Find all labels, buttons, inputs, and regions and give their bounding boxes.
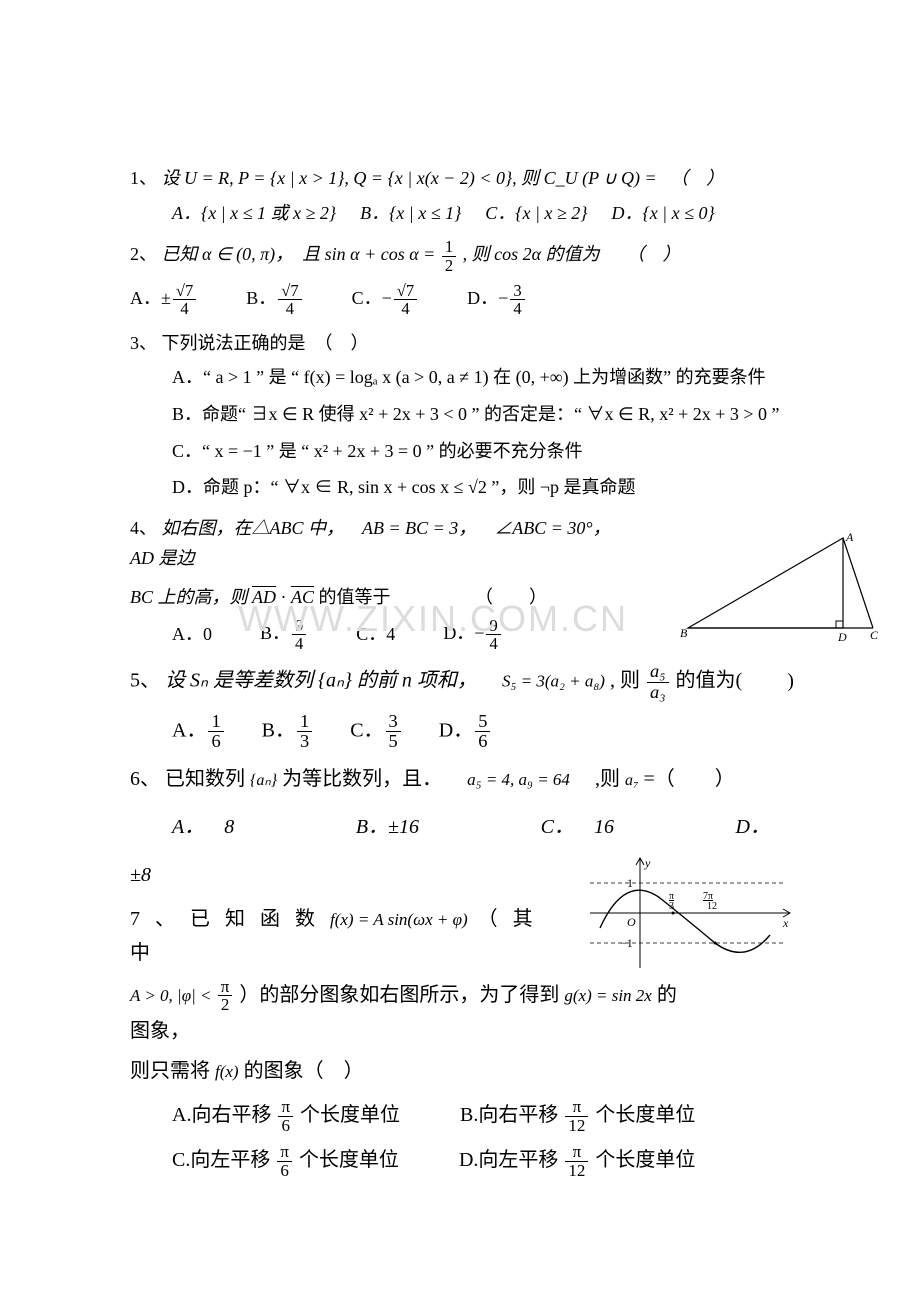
q2-opt-b: B．√74 <box>246 282 303 318</box>
q2-opt-d: D．−34 <box>467 282 526 318</box>
q6-opt-a: A． 8 <box>172 810 234 844</box>
q1-opt-c: C．{x | x ≥ 2} <box>485 198 587 229</box>
triangle-figure: A B C D <box>678 533 878 643</box>
q1-num: 1、 <box>130 168 157 188</box>
q7-opt-a: A.向右平移 π6 个长度单位 <box>172 1098 400 1135</box>
q1-options: A．{x | x ≤ 1 或 x ≥ 2} B．{x | x ≤ 1} C．{x… <box>130 198 860 229</box>
q3-stem: 3、 下列说法正确的是 （ ） <box>130 328 860 359</box>
q3-opt-b: B．命题“ ∃x ∈ R 使得 x² + 2x + 3 < 0 ” 的否定是：“… <box>172 399 860 430</box>
q5-stem: 5、 设 Sₙ 是等差数列 {aₙ} 的前 n 项和， S₅ = 3(a₂ + … <box>130 662 860 702</box>
q6-opt-d: D． <box>736 810 770 844</box>
q2-opt-a: A．±√74 <box>130 282 198 318</box>
q6-stem: 6、 已知数列 {aₙ} 为等比数列，且． a₅ = 4, a₉ = 64 ,则… <box>130 762 860 796</box>
q1-opt-d: D．{x | x ≤ 0} <box>612 198 715 229</box>
svg-text:3: 3 <box>669 901 674 912</box>
vector-ac: AC <box>291 587 314 607</box>
q6-options-row1: A． 8 B．±16 C． 16 D． <box>130 810 770 844</box>
q5-opt-b: B．13 <box>262 712 315 752</box>
tri-label-b: B <box>680 626 688 640</box>
q3-options: A．“ a > 1 ” 是 “ f(x) = logₐ x (a > 0, a … <box>130 362 860 502</box>
q4-num: 4、 <box>130 518 157 538</box>
q3-opt-a: A．“ a > 1 ” 是 “ f(x) = logₐ x (a > 0, a … <box>172 362 860 393</box>
q5-options: A．16 B．13 C．35 D．56 <box>130 712 860 752</box>
q2-frac: 12 <box>442 238 456 274</box>
q2-stem-a: 已知 α ∈ (0, π)， 且 sin α + cos α = <box>162 244 440 264</box>
svg-text:x: x <box>782 916 789 930</box>
q6-opt-c: C． 16 <box>541 810 614 844</box>
tick-7pi-12: 7π 12 <box>703 891 717 912</box>
q2-num: 2、 <box>130 244 157 264</box>
q5-ratio: a₅a₃ <box>647 662 669 702</box>
q4-opt-d: D．−94 <box>443 617 502 653</box>
q7-opt-b: B.向右平移 π12 个长度单位 <box>460 1098 695 1135</box>
q4-opt-a: A．0 <box>172 619 212 650</box>
q5-opt-d: D．56 <box>439 712 493 752</box>
q7-options: A.向右平移 π6 个长度单位 B.向右平移 π12 个长度单位 C.向左平移 … <box>130 1098 860 1180</box>
q2-stem: 2、 已知 α ∈ (0, π)， 且 sin α + cos α = 12 ,… <box>130 238 860 274</box>
sine-graph: y x O 1 −1 π 3 7π 12 <box>585 853 795 983</box>
svg-text:−1: −1 <box>620 936 633 950</box>
q5-opt-a: A．16 <box>172 712 226 752</box>
q1-opt-a: A．{x | x ≤ 1 或 x ≥ 2} <box>172 198 336 229</box>
q3-stem-text: 下列说法正确的是 （ ） <box>162 333 369 353</box>
q7-stem-line1: 7 、 已 知 函 数 f(x) = A sin(ωx + φ) （ 其 中 <box>130 902 550 970</box>
question-1: 1、 设 U = R, P = {x | x > 1}, Q = {x | x(… <box>130 163 860 228</box>
q6-num: 6、 <box>130 768 160 790</box>
vector-ad: AD <box>252 587 276 607</box>
q5-num: 5、 <box>130 670 160 692</box>
tri-label-c: C <box>870 628 878 642</box>
q7-opt-d: D.向左平移 π12 个长度单位 <box>459 1143 695 1180</box>
q7-stem-line2: A > 0, |φ| < π2 ）的部分图象如右图所示，为了得到 g(x) = … <box>130 978 690 1049</box>
q4-stem-line1: 4、 如右图，在△ABC 中， AB = BC = 3， ∠ABC = 30°，… <box>130 513 650 574</box>
q1-stem: 1、 设 U = R, P = {x | x > 1}, Q = {x | x(… <box>130 163 860 194</box>
tri-label-a: A <box>845 533 854 544</box>
svg-text:O: O <box>627 915 636 929</box>
q5-opt-c: C．35 <box>350 712 403 752</box>
q4-opt-b: B．94 <box>260 617 308 653</box>
q6-opt-b: B．±16 <box>356 810 419 844</box>
q4-opt-c: C．4 <box>356 619 395 650</box>
q3-opt-c: C．“ x = −1 ” 是 “ x² + 2x + 3 = 0 ” 的必要不充… <box>172 436 860 467</box>
q1-opt-b: B．{x | x ≤ 1} <box>360 198 461 229</box>
svg-text:1: 1 <box>627 876 633 890</box>
q3-opt-d: D．命题 p：“ ∀x ∈ R, sin x + cos x ≤ √2 ”，则 … <box>172 472 860 503</box>
question-2: 2、 已知 α ∈ (0, π)， 且 sin α + cos α = 12 ,… <box>130 238 860 318</box>
q7-num: 7 、 <box>130 908 180 930</box>
q2-opt-c: C．−√74 <box>352 282 420 318</box>
q3-num: 3、 <box>130 333 157 353</box>
question-5: 5、 设 Sₙ 是等差数列 {aₙ} 的前 n 项和， S₅ = 3(a₂ + … <box>130 662 860 751</box>
tick-pi-3: π 3 <box>669 891 674 912</box>
q7-stem-line3: 则只需将 f(x) 的图象（ ） <box>130 1054 860 1088</box>
q2-stem-b: , 则 cos 2α 的值为 （ ） <box>463 244 681 264</box>
q2-options: A．±√74 B．√74 C．−√74 D．−34 <box>130 282 860 318</box>
tri-label-d: D <box>837 630 847 643</box>
question-3: 3、 下列说法正确的是 （ ） A．“ a > 1 ” 是 “ f(x) = l… <box>130 328 860 503</box>
q7-opt-c: C.向左平移 π6 个长度单位 <box>172 1143 399 1180</box>
q1-stem-text: 设 U = R, P = {x | x > 1}, Q = {x | x(x −… <box>162 168 725 188</box>
svg-text:12: 12 <box>707 901 717 912</box>
svg-text:y: y <box>644 856 651 870</box>
